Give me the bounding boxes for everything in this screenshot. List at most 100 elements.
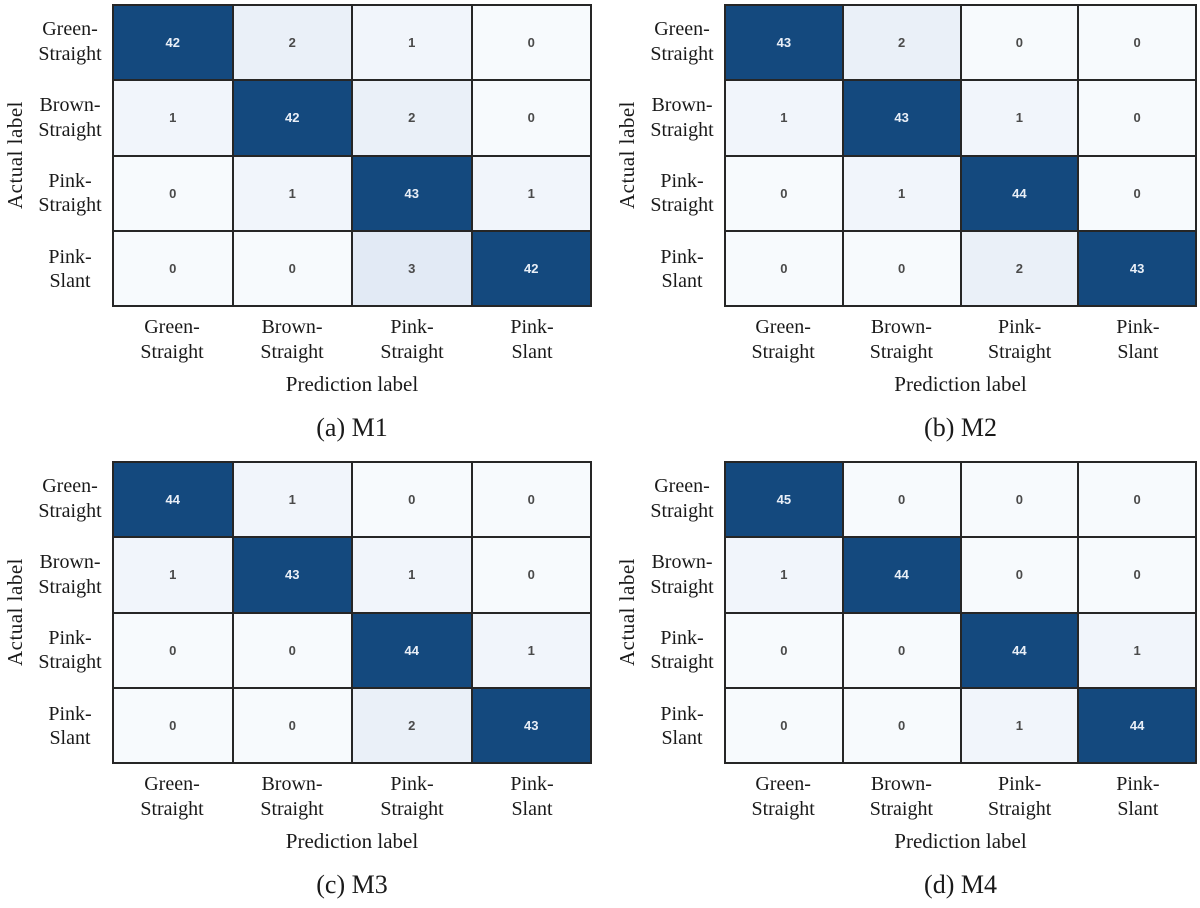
col-label: Pink- Straight <box>380 316 444 363</box>
matrix-cell: 0 <box>353 463 471 537</box>
matrix-cell: 1 <box>961 81 1078 155</box>
matrix-cell: 0 <box>1079 156 1195 230</box>
row-label: Pink- Straight <box>38 626 102 674</box>
matrix-cell: 1 <box>961 688 1078 762</box>
row-label: Pink- Slant <box>660 245 704 293</box>
col-label: Green- Straight <box>140 773 204 820</box>
matrix-cell: 2 <box>353 688 471 762</box>
row-labels: Green- Straight Brown- Straight Pink- Straigh… <box>640 4 724 307</box>
matrix-cell: 0 <box>726 231 842 305</box>
matrix-zone: Actual label Green- Straight Brown- Straigh… <box>2 461 592 764</box>
matrix-cell: 0 <box>726 688 842 762</box>
x-axis-label: Prediction label <box>894 829 1027 853</box>
matrix-cell: 0 <box>233 613 351 687</box>
row-label: Green- Straight <box>650 18 714 65</box>
row-label: Green- Straight <box>650 475 714 522</box>
col-labels: Green- Straight Brown- Straight Pink- Straigh… <box>112 307 592 365</box>
matrix-cell: 2 <box>843 6 960 80</box>
matrix-cell: 1 <box>114 538 232 612</box>
row-label: Pink- Slant <box>660 702 704 750</box>
panel-caption: (b) M2 <box>924 413 997 442</box>
matrix-cell: 45 <box>726 463 842 537</box>
matrix-cell: 0 <box>472 463 590 537</box>
y-axis-label: Actual label <box>2 4 28 307</box>
col-label: Pink- Slant <box>1116 316 1160 363</box>
matrix-cell: 1 <box>726 538 842 612</box>
y-axis-label-text: Actual label <box>614 558 639 667</box>
matrix-cell: 0 <box>114 156 232 230</box>
matrix-cell: 0 <box>472 6 590 80</box>
matrix-cell: 43 <box>1079 231 1195 305</box>
x-axis-label: Prediction label <box>894 372 1027 396</box>
matrix-cell: 1 <box>353 6 471 80</box>
matrix-cell: 0 <box>843 613 960 687</box>
matrix-cell: 43 <box>726 6 842 80</box>
matrix-cell: 1 <box>233 463 351 537</box>
col-label: Green- Straight <box>140 316 204 363</box>
matrix-cell: 0 <box>961 6 1078 80</box>
col-label: Brown- Straight <box>260 773 324 820</box>
matrix-cell: 1 <box>233 156 351 230</box>
matrix-cell: 1 <box>353 538 471 612</box>
matrix-cell: 44 <box>114 463 232 537</box>
matrix-grid: 44 1 0 0 1 43 1 0 0 0 44 1 0 0 2 43 <box>112 461 592 764</box>
row-labels: Green- Straight Brown- Straight Pink- Straigh… <box>28 4 112 307</box>
matrix-cell: 44 <box>843 538 960 612</box>
matrix-cell: 44 <box>961 156 1078 230</box>
matrix-cell: 0 <box>1079 6 1195 80</box>
matrix-cell: 0 <box>961 538 1078 612</box>
col-label: Brown- Straight <box>869 316 934 363</box>
y-axis-label-text: Actual label <box>2 558 27 667</box>
confusion-matrix-panel-m2: Actual label Green- Straight Brown- Straigh… <box>600 0 1200 454</box>
panel-caption: (a) M1 <box>316 413 388 442</box>
matrix-cell: 44 <box>961 613 1078 687</box>
row-label: Pink- Slant <box>48 702 92 750</box>
y-axis-label-text: Actual label <box>2 101 27 210</box>
row-label: Brown- Straight <box>38 551 102 598</box>
confusion-matrix-panel-m3: Actual label Green- Straight Brown- Straigh… <box>0 454 600 908</box>
matrix-cell: 43 <box>353 156 471 230</box>
confusion-matrix-panel-m4: Actual label Green- Straight Brown- Straigh… <box>600 454 1200 908</box>
matrix-cell: 1 <box>472 156 590 230</box>
matrix-zone: Actual label Green- Straight Brown- Straigh… <box>2 4 592 307</box>
matrix-cell: 0 <box>726 613 842 687</box>
col-label: Brown- Straight <box>869 773 934 820</box>
col-label: Pink- Slant <box>510 316 554 363</box>
panel-caption: (d) M4 <box>924 870 997 899</box>
matrix-grid: 43 2 0 0 1 43 1 0 0 1 44 0 0 0 2 43 <box>724 4 1197 307</box>
col-label: Pink- Straight <box>987 316 1052 363</box>
col-label: Pink- Slant <box>1116 773 1160 820</box>
matrix-zone: Actual label Green- Straight Brown- Straigh… <box>614 461 1197 764</box>
matrix-cell: 2 <box>353 81 471 155</box>
matrix-cell: 42 <box>233 81 351 155</box>
col-labels: Green- Straight Brown- Straight Pink- Straigh… <box>724 764 1197 822</box>
matrix-cell: 2 <box>233 6 351 80</box>
col-label: Green- Straight <box>751 316 815 363</box>
row-label: Brown- Straight <box>38 94 102 141</box>
col-labels: Green- Straight Brown- Straight Pink- Straigh… <box>724 307 1197 365</box>
matrix-zone: Actual label Green- Straight Brown- Straigh… <box>614 4 1197 307</box>
matrix-cell: 2 <box>961 231 1078 305</box>
matrix-cell: 0 <box>472 81 590 155</box>
matrix-cell: 0 <box>1079 81 1195 155</box>
row-label: Pink- Straight <box>38 169 102 217</box>
matrix-cell: 1 <box>472 613 590 687</box>
x-axis-label: Prediction label <box>285 372 419 396</box>
col-labels: Green- Straight Brown- Straight Pink- Straigh… <box>112 764 592 822</box>
matrix-cell: 0 <box>843 688 960 762</box>
y-axis-label-text: Actual label <box>614 101 639 210</box>
matrix-cell: 0 <box>114 688 232 762</box>
col-label: Pink- Straight <box>380 773 444 820</box>
row-label: Green- Straight <box>38 475 102 522</box>
matrix-grid: 42 2 1 0 1 42 2 0 0 1 43 1 0 0 3 42 <box>112 4 592 307</box>
panel-caption: (c) M3 <box>316 870 388 899</box>
row-label: Brown- Straight <box>650 94 714 141</box>
matrix-cell: 1 <box>114 81 232 155</box>
row-label: Pink- Slant <box>48 245 92 293</box>
col-label: Pink- Slant <box>510 773 554 820</box>
col-label: Brown- Straight <box>260 316 324 363</box>
confusion-matrix-panel-m1: Actual label Green- Straight Brown- Straigh… <box>0 0 600 454</box>
matrix-cell: 0 <box>233 231 351 305</box>
matrix-cell: 0 <box>961 463 1078 537</box>
